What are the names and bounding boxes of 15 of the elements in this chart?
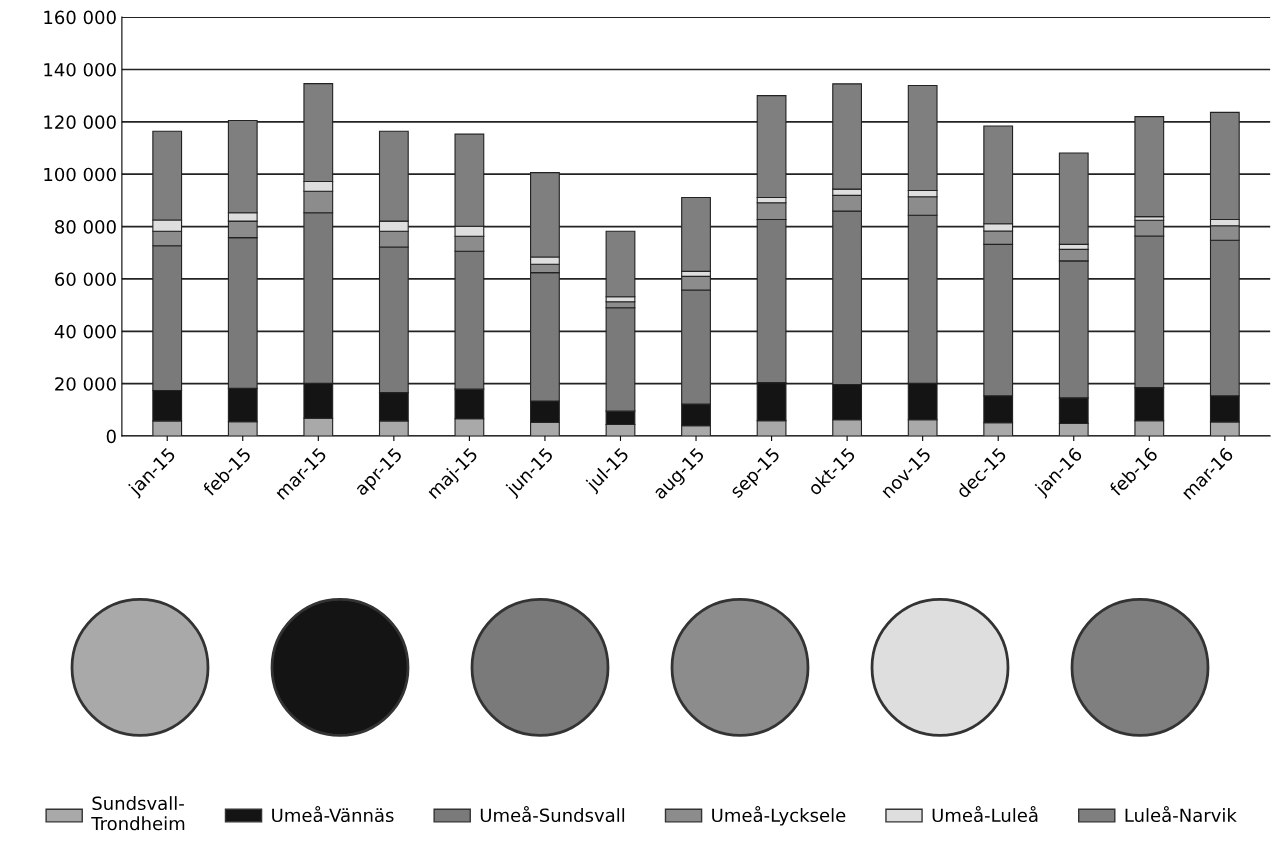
legend-label: Umeå-Vännäs bbox=[272, 805, 394, 823]
y-tick-label: 120 000 bbox=[44, 115, 116, 129]
legend-label: Luleå-Narvik bbox=[1125, 805, 1237, 823]
y-tick-label: 40 000 bbox=[54, 324, 116, 339]
y-tick-label: 100 000 bbox=[44, 167, 116, 182]
legend-label: Umeå-Luleå bbox=[932, 805, 1038, 823]
y-tick-label: 0 bbox=[106, 429, 116, 444]
y-tick-label: 20 000 bbox=[55, 377, 116, 391]
y-tick-label: 160 000 bbox=[44, 10, 116, 25]
legend-label: Umeå-Sundsvall bbox=[480, 805, 625, 823]
y-tick-label: 60 000 bbox=[55, 272, 116, 287]
y-tick-label: 80 000 bbox=[55, 220, 116, 234]
legend-label: Umeå-Lycksele bbox=[712, 805, 846, 826]
legend-label: Sundsvall- Trondheim bbox=[91, 796, 185, 831]
y-tick-label: 140 000 bbox=[44, 62, 116, 77]
